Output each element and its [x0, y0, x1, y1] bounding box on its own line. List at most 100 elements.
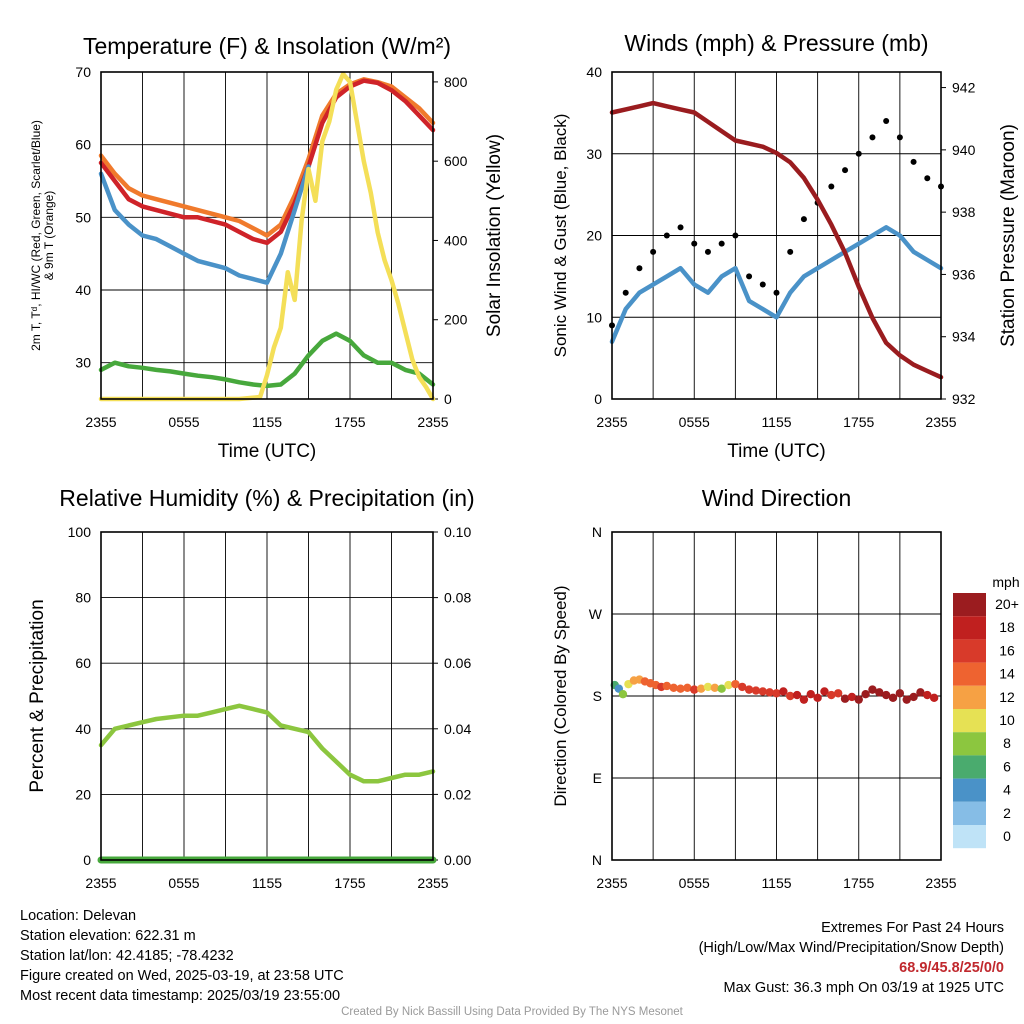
direction-point: [820, 687, 829, 696]
data-point: [910, 158, 917, 165]
direction-point: [669, 683, 678, 692]
x-tick-label: 1155: [761, 414, 791, 430]
x-axis-label: Time (UTC): [218, 441, 317, 462]
y2-tick-label: 0.04: [444, 721, 471, 737]
x-tick-label: 2355: [85, 875, 116, 891]
direction-point: [868, 685, 877, 694]
colorbar-swatch: [953, 778, 986, 802]
y-tick-label: 60: [75, 137, 91, 153]
y2-tick-label: 800: [444, 74, 468, 90]
colorbar-swatch: [953, 732, 986, 756]
y2-tick-label: 0: [444, 391, 452, 407]
y-tick-label: E: [593, 770, 602, 786]
extremes-title: Extremes For Past 24 Hours: [821, 920, 1004, 936]
direction-point: [690, 685, 699, 694]
x-tick-label: 1155: [252, 875, 282, 891]
series-line-temp-2: [98, 164, 311, 285]
colorbar-label: 2: [1003, 805, 1011, 821]
direction-point: [840, 694, 850, 703]
y-tick-label: 40: [75, 282, 91, 298]
y-tick-label: 60: [75, 655, 91, 671]
chart-title: Winds (mph) & Pressure (mb): [624, 30, 928, 56]
data-point: [746, 273, 753, 280]
y2-tick-label: 0.10: [444, 524, 471, 540]
colorbar-label: 14: [999, 666, 1015, 682]
colorbar-title: mph: [992, 574, 1019, 590]
series-line-temp-1: [98, 78, 436, 246]
y2-tick-label: 934: [952, 329, 976, 345]
y2-tick-label: 0.06: [444, 655, 471, 671]
colorbar-swatch: [953, 825, 986, 849]
direction-point: [710, 683, 720, 692]
direction-point: [799, 695, 809, 704]
x-tick-label: 1755: [334, 414, 365, 430]
data-timestamp: Most recent data timestamp: 2025/03/19 2…: [20, 988, 341, 1004]
y-tick-label: N: [592, 524, 602, 540]
y2-tick-label: 936: [952, 266, 976, 282]
y-tick-label: W: [589, 606, 603, 622]
max-gust: Max Gust: 36.3 mph On 03/19 at 1925 UTC: [723, 980, 1004, 996]
series-line-winds-0: [609, 225, 944, 345]
series-line-temp-4: [98, 71, 436, 402]
y-tick-label: 40: [75, 721, 91, 737]
y2-tick-label: 938: [952, 204, 976, 220]
y2-axis-label: Station Pressure (Maroon): [998, 124, 1019, 347]
data-point: [883, 118, 890, 125]
colorbar-label: 6: [1003, 758, 1011, 774]
x-tick-label: 0555: [679, 875, 710, 891]
x-axis-label: Time (UTC): [727, 441, 826, 462]
plot-frame: [100, 71, 434, 400]
colorbar-swatch: [953, 639, 986, 663]
y-tick-label: 100: [68, 524, 92, 540]
colorbar-label: 12: [999, 689, 1015, 705]
x-tick-label: 2355: [85, 414, 116, 430]
direction-point: [881, 690, 891, 700]
colorbar-swatch: [953, 662, 986, 686]
x-tick-label: 2355: [596, 875, 627, 891]
direction-point: [703, 682, 713, 692]
direction-point: [902, 695, 911, 704]
chart-title: Relative Humidity (%) & Precipitation (i…: [59, 485, 474, 511]
direction-point: [662, 681, 672, 691]
x-tick-label: 2355: [925, 414, 956, 430]
chart-title: Temperature (F) & Insolation (W/m²): [83, 33, 451, 59]
direction-point: [683, 683, 692, 692]
extremes-legend: (High/Low/Max Wind/Precipitation/Snow De…: [698, 940, 1004, 956]
data-point: [869, 134, 876, 141]
direction-point: [618, 689, 628, 699]
y2-tick-label: 0.02: [444, 786, 471, 802]
direction-point: [806, 689, 815, 699]
colorbar-label: 16: [999, 642, 1015, 658]
y-axis-label: Percent & Precipitation: [27, 599, 48, 792]
x-tick-label: 2355: [596, 414, 627, 430]
direction-point: [827, 690, 836, 700]
direction-point: [875, 688, 884, 697]
plot-frame: [611, 531, 942, 861]
direction-point: [833, 689, 843, 698]
colorbar-label: 10: [999, 712, 1015, 728]
x-tick-label: 0555: [679, 414, 710, 430]
y2-tick-label: 0.08: [444, 590, 471, 606]
colorbar-label: 18: [999, 619, 1015, 635]
direction-point: [813, 693, 822, 703]
series-line-rh-0: [98, 703, 436, 784]
colorbar-label: 0: [1003, 828, 1011, 844]
colorbar-swatch: [953, 593, 986, 617]
y2-tick-label: 932: [952, 391, 976, 407]
data-point: [855, 150, 862, 157]
direction-points: [610, 675, 939, 704]
data-point: [924, 175, 931, 182]
y-tick-label: 30: [75, 355, 91, 371]
direction-point: [738, 682, 747, 692]
y-tick-label: 0: [83, 852, 91, 868]
station-elevation: Station elevation: 622.31 m: [20, 928, 196, 944]
direction-point: [916, 688, 925, 697]
y-axis-label-line: 2m T, Tᵈ, HI/WC (Red, Green, Scarlet/Blu…: [29, 120, 43, 351]
series-line-temp-3: [98, 331, 436, 389]
chart-title: Wind Direction: [702, 485, 852, 511]
chart-winds: 0 10 20 30 40 932 934 936 938 940 942 2355 0555 1155 1…: [551, 30, 1019, 462]
direction-point: [854, 695, 863, 704]
extremes-values: 68.9/45.8/25/0/0: [899, 960, 1004, 976]
y-tick-label: 20: [586, 228, 602, 244]
